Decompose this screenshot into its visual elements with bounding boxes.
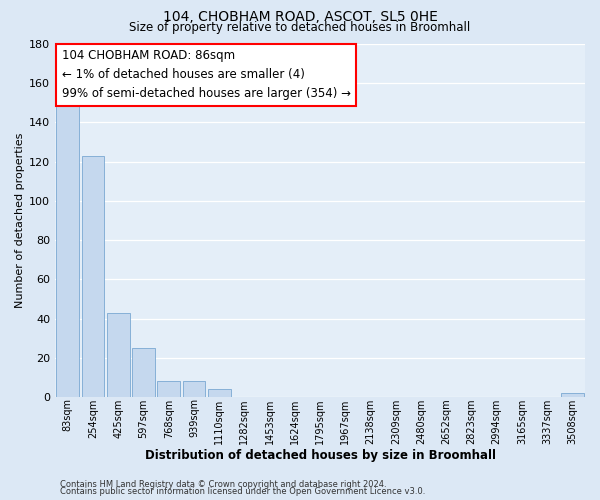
- Text: 104 CHOBHAM ROAD: 86sqm
← 1% of detached houses are smaller (4)
99% of semi-deta: 104 CHOBHAM ROAD: 86sqm ← 1% of detached…: [62, 50, 350, 100]
- Bar: [132, 348, 155, 397]
- Text: Contains HM Land Registry data © Crown copyright and database right 2024.: Contains HM Land Registry data © Crown c…: [60, 480, 386, 489]
- Bar: [561, 393, 584, 397]
- Text: Contains public sector information licensed under the Open Government Licence v3: Contains public sector information licen…: [60, 487, 425, 496]
- Bar: [157, 381, 180, 397]
- Bar: [208, 389, 230, 397]
- Bar: [82, 156, 104, 397]
- Text: 104, CHOBHAM ROAD, ASCOT, SL5 0HE: 104, CHOBHAM ROAD, ASCOT, SL5 0HE: [163, 10, 437, 24]
- X-axis label: Distribution of detached houses by size in Broomhall: Distribution of detached houses by size …: [145, 450, 496, 462]
- Bar: [182, 381, 205, 397]
- Bar: [107, 312, 130, 397]
- Text: Size of property relative to detached houses in Broomhall: Size of property relative to detached ho…: [130, 22, 470, 35]
- Y-axis label: Number of detached properties: Number of detached properties: [15, 133, 25, 308]
- Bar: [56, 103, 79, 397]
